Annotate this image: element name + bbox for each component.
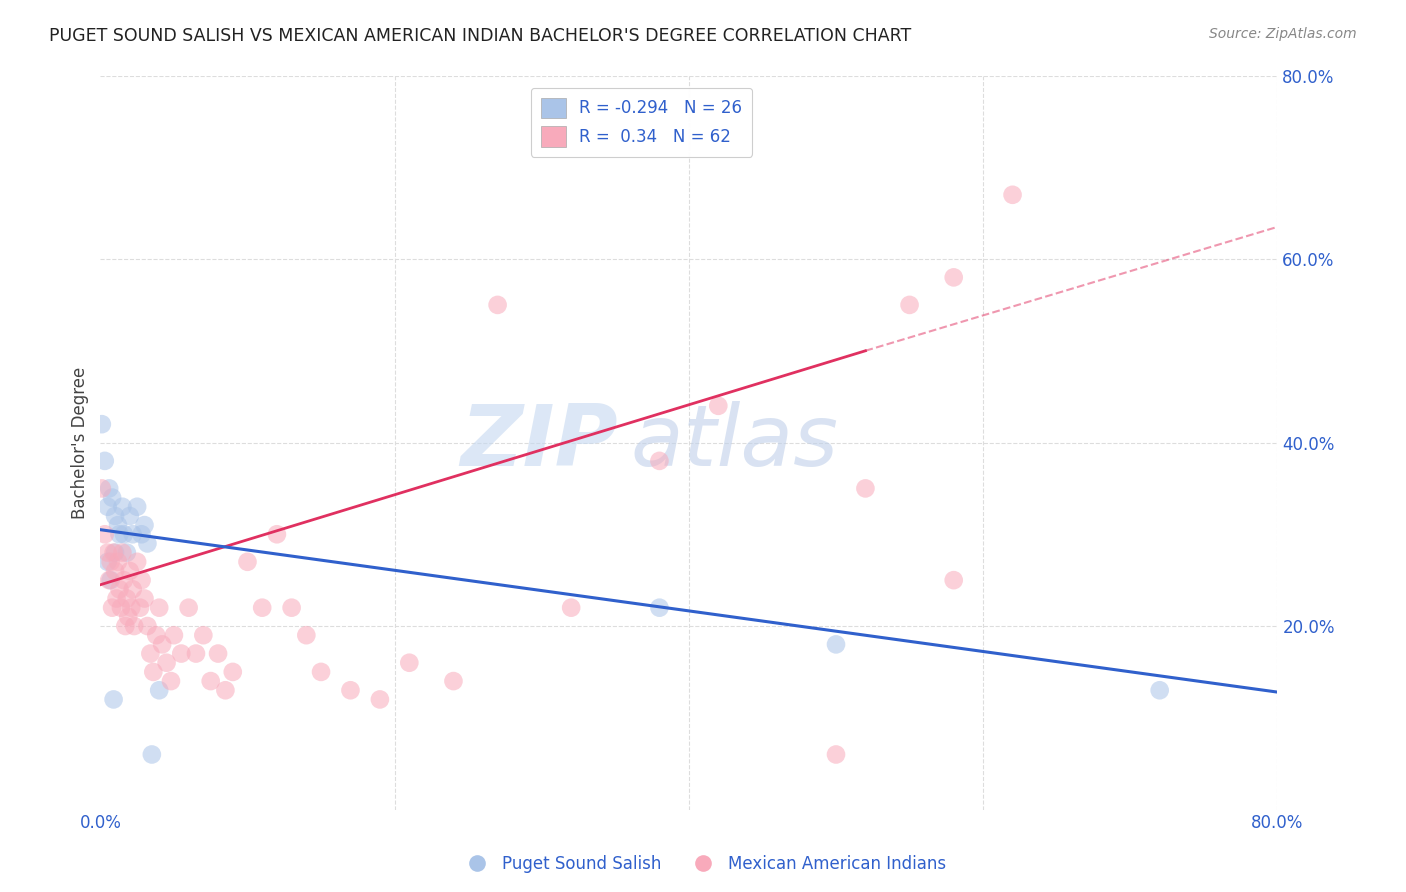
Point — [136, 536, 159, 550]
Point — [134, 591, 156, 606]
Point — [112, 573, 135, 587]
Point — [139, 647, 162, 661]
Point — [855, 482, 877, 496]
Point — [170, 647, 193, 661]
Point — [114, 619, 136, 633]
Point — [97, 546, 120, 560]
Point — [98, 482, 121, 496]
Point — [443, 674, 465, 689]
Point — [97, 500, 120, 514]
Point — [100, 573, 122, 587]
Point — [105, 591, 128, 606]
Point — [136, 619, 159, 633]
Point — [108, 527, 131, 541]
Point — [90, 482, 112, 496]
Point — [184, 647, 207, 661]
Point — [266, 527, 288, 541]
Point — [127, 500, 149, 514]
Point — [207, 647, 229, 661]
Point — [104, 508, 127, 523]
Point — [280, 600, 302, 615]
Point — [825, 637, 848, 651]
Point — [107, 518, 129, 533]
Point — [148, 683, 170, 698]
Point — [104, 564, 127, 578]
Legend: R = -0.294   N = 26, R =  0.34   N = 62: R = -0.294 N = 26, R = 0.34 N = 62 — [531, 87, 752, 156]
Point — [98, 573, 121, 587]
Point — [942, 573, 965, 587]
Point — [1001, 187, 1024, 202]
Point — [145, 628, 167, 642]
Point — [104, 546, 127, 560]
Text: atlas: atlas — [630, 401, 838, 484]
Point — [236, 555, 259, 569]
Point — [120, 600, 142, 615]
Point — [163, 628, 186, 642]
Point — [118, 564, 141, 578]
Point — [295, 628, 318, 642]
Point — [131, 527, 153, 541]
Point — [648, 454, 671, 468]
Point — [127, 555, 149, 569]
Point — [148, 600, 170, 615]
Point — [117, 610, 139, 624]
Point — [97, 555, 120, 569]
Point — [111, 546, 134, 560]
Point — [112, 527, 135, 541]
Point — [90, 417, 112, 432]
Text: Source: ZipAtlas.com: Source: ZipAtlas.com — [1209, 27, 1357, 41]
Point — [309, 665, 332, 679]
Point — [94, 454, 117, 468]
Point — [131, 573, 153, 587]
Point — [1149, 683, 1171, 698]
Point — [121, 527, 143, 541]
Point — [250, 600, 273, 615]
Text: PUGET SOUND SALISH VS MEXICAN AMERICAN INDIAN BACHELOR'S DEGREE CORRELATION CHAR: PUGET SOUND SALISH VS MEXICAN AMERICAN I… — [49, 27, 911, 45]
Point — [339, 683, 361, 698]
Point — [222, 665, 245, 679]
Point — [122, 619, 145, 633]
Point — [368, 692, 391, 706]
Point — [560, 600, 582, 615]
Legend: Puget Sound Salish, Mexican American Indians: Puget Sound Salish, Mexican American Ind… — [453, 848, 953, 880]
Point — [193, 628, 215, 642]
Point — [155, 656, 177, 670]
Point — [898, 298, 921, 312]
Point — [142, 665, 165, 679]
Point — [177, 600, 200, 615]
Point — [141, 747, 163, 762]
Point — [825, 747, 848, 762]
Point — [398, 656, 420, 670]
Point — [486, 298, 509, 312]
Point — [108, 582, 131, 597]
Point — [110, 600, 132, 615]
Point — [121, 582, 143, 597]
Point — [100, 555, 122, 569]
Point — [134, 518, 156, 533]
Point — [115, 546, 138, 560]
Text: ZIP: ZIP — [461, 401, 619, 484]
Point — [103, 546, 125, 560]
Point — [942, 270, 965, 285]
Point — [101, 491, 124, 505]
Point — [707, 399, 730, 413]
Point — [107, 555, 129, 569]
Point — [214, 683, 236, 698]
Point — [111, 500, 134, 514]
Point — [101, 600, 124, 615]
Point — [115, 591, 138, 606]
Point — [160, 674, 183, 689]
Point — [103, 692, 125, 706]
Y-axis label: Bachelor's Degree: Bachelor's Degree — [72, 367, 89, 518]
Point — [129, 600, 152, 615]
Point — [648, 600, 671, 615]
Point — [118, 508, 141, 523]
Point — [150, 637, 173, 651]
Point — [94, 527, 117, 541]
Point — [200, 674, 222, 689]
